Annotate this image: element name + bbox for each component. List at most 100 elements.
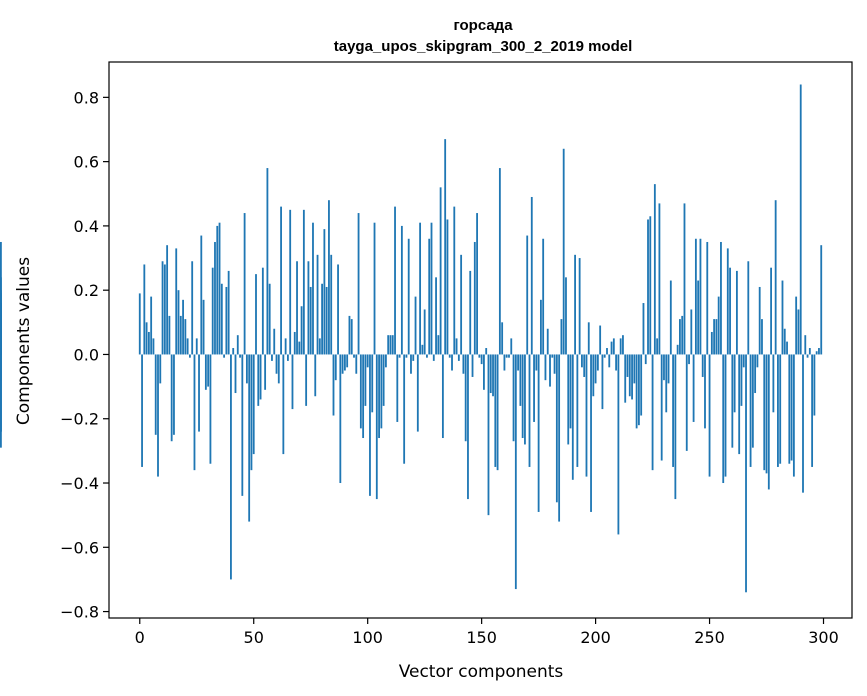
bar-97	[359, 354, 362, 429]
bar-115	[400, 225, 403, 355]
bar-177	[542, 238, 545, 355]
bar-74	[307, 261, 310, 355]
bar-151	[483, 354, 485, 390]
bar-242	[690, 309, 693, 355]
bar-59	[273, 328, 276, 355]
bar-228	[658, 203, 661, 355]
bar-189	[569, 354, 572, 429]
bar-223	[647, 219, 649, 355]
bar-87	[337, 264, 339, 355]
bar-208	[612, 338, 615, 355]
bar-158	[498, 168, 501, 355]
bar-193	[578, 258, 581, 355]
bar-187	[565, 277, 567, 355]
bar-232	[667, 354, 670, 384]
bar-55	[264, 354, 267, 390]
bar-216	[631, 354, 633, 400]
bar-88	[339, 354, 342, 484]
bar-150	[480, 354, 483, 365]
bar-278	[772, 354, 775, 413]
bar-18	[179, 315, 182, 355]
bar-231	[665, 354, 668, 413]
bar-239	[683, 203, 686, 355]
bar-155	[492, 354, 494, 397]
bar-174	[535, 354, 538, 371]
bar-255	[720, 241, 722, 355]
bar-76	[312, 222, 314, 355]
bar-173	[533, 354, 535, 422]
bar-23	[191, 261, 194, 355]
bar-85	[332, 354, 335, 416]
y-axis-ticks: −0.8 −0.6 −0.4 −0.2 0.0 0.2 0.4 0.6 0.8	[60, 88, 109, 622]
bar-25	[195, 338, 198, 355]
bar-62	[280, 206, 282, 355]
bar-125	[423, 309, 426, 355]
bar-66	[289, 209, 292, 355]
bar-48	[248, 354, 251, 522]
bar-243	[692, 354, 695, 422]
bar-218	[635, 354, 638, 429]
x-tick-label: 250	[694, 628, 725, 647]
bar-83	[328, 200, 330, 355]
bar-54	[261, 267, 264, 355]
bar-14	[170, 354, 173, 442]
bar-15	[173, 354, 175, 435]
bar-95	[355, 354, 358, 374]
bar-98	[362, 354, 365, 439]
bar-298	[818, 348, 820, 355]
bar-105	[378, 354, 380, 439]
y-tick-label: −0.8	[60, 603, 99, 622]
bar-219	[637, 354, 640, 426]
bar-167	[519, 354, 522, 406]
chart-subtitle: tayga_upos_skipgram_300_2_2019 model	[334, 38, 633, 55]
bar-73	[305, 354, 308, 406]
bar-90	[343, 354, 346, 371]
bar-270	[754, 354, 757, 394]
x-tick-label: 50	[244, 628, 264, 647]
bar-180	[549, 354, 551, 387]
bar-17	[177, 290, 180, 355]
bar-136	[448, 354, 451, 358]
bar-103	[373, 222, 376, 355]
bar-247	[701, 354, 704, 377]
bar-21	[186, 338, 189, 355]
bar-108	[385, 354, 387, 368]
bar-244	[694, 238, 697, 355]
bar-288	[795, 296, 798, 355]
bar-262	[735, 270, 738, 355]
bar-276	[767, 354, 770, 490]
bar-170	[526, 235, 529, 355]
bar-144	[467, 354, 469, 500]
bar-0	[138, 293, 141, 355]
bar-49	[250, 354, 253, 471]
bar-233	[669, 280, 672, 355]
bar-94	[353, 354, 355, 358]
bar-182	[553, 354, 556, 374]
bar-39	[227, 270, 230, 355]
bar-120	[412, 354, 415, 361]
bar-6	[152, 338, 155, 355]
bar-1	[141, 354, 143, 467]
y-tick-label: −0.4	[60, 474, 99, 493]
x-tick-label: 150	[466, 628, 497, 647]
bar-275	[765, 354, 768, 474]
bar-82	[325, 286, 328, 355]
bar-19	[182, 299, 184, 355]
bar-296	[813, 354, 816, 416]
bar-267	[747, 261, 750, 355]
bar-202	[599, 325, 602, 355]
bar-102	[371, 354, 374, 413]
bar-206	[608, 354, 611, 368]
bar-291	[802, 354, 804, 493]
bar-89	[341, 354, 344, 374]
bar-13	[168, 315, 171, 355]
bar-127	[428, 238, 431, 355]
bar-113	[396, 354, 399, 422]
bar-248	[704, 354, 706, 429]
bar-240	[685, 354, 688, 451]
bar-256	[722, 354, 725, 484]
bar-28	[202, 299, 205, 355]
bar-70	[298, 341, 301, 355]
bar-237	[679, 319, 681, 355]
bar-293	[806, 354, 809, 358]
